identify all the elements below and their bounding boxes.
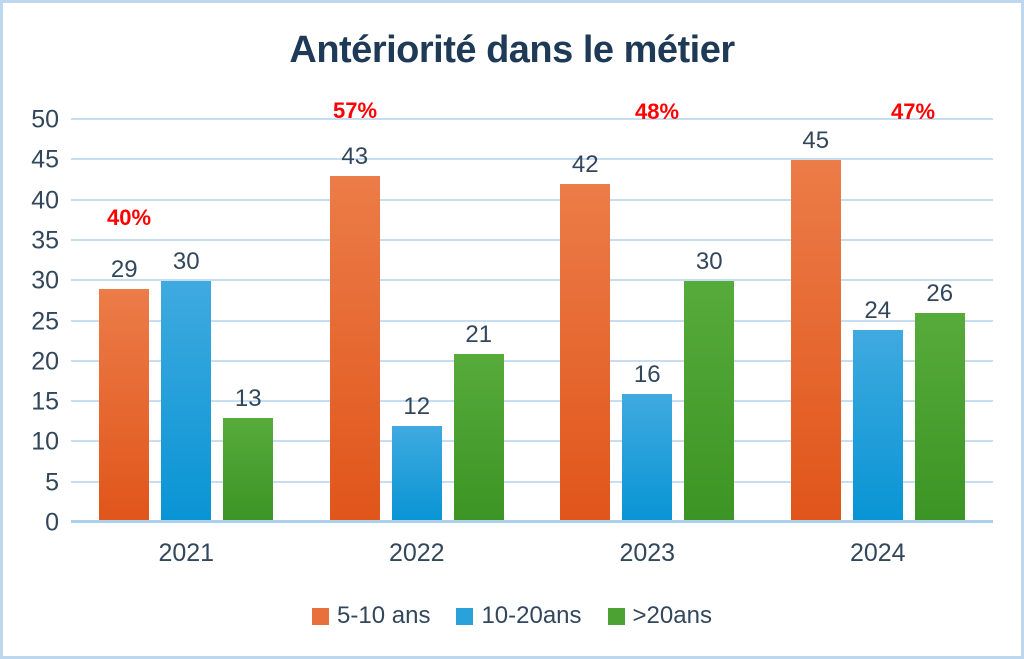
legend-label: 10-20ans [481, 602, 582, 629]
bar-wrap-20ans-2024: 26 [914, 282, 965, 523]
y-axis-tick-label: 40 [31, 186, 59, 215]
bar-group-2024: 45 24 26 [763, 120, 994, 523]
legend-marker-icon [607, 607, 625, 625]
y-axis-tick-label: 0 [45, 508, 59, 537]
x-axis-label-2022: 2022 [388, 539, 445, 567]
x-axis-label-2023: 2023 [619, 539, 676, 567]
legend-label: 5-10 ans [337, 602, 431, 629]
y-axis-tick-label: 30 [31, 266, 59, 295]
bar-20ans-2024 [914, 313, 965, 523]
gridline [71, 158, 993, 161]
bar-group-2021: 29 30 13 [71, 120, 302, 523]
bar-value-label: 26 [926, 280, 954, 308]
gridline [71, 238, 993, 241]
bar-value-label: 21 [465, 320, 493, 348]
percentage-annotation: 48% [635, 99, 680, 124]
legend-marker-icon [456, 607, 474, 625]
x-axis: 2021 2022 2023 2024 [71, 539, 993, 568]
bar-value-label: 45 [802, 127, 830, 155]
bar-10-20ans-2022 [391, 426, 442, 523]
bar-wrap-5-10-ans-2022: 43 [329, 145, 380, 523]
gridline [71, 400, 993, 403]
bar-wrap-20ans-2022: 21 [453, 322, 504, 523]
bar-value-label: 12 [403, 393, 431, 421]
bar-value-label: 16 [633, 361, 661, 389]
gridline [71, 480, 993, 483]
bar-groups-layer: 29 30 13 43 12 21 42 16 30 45 24 26 [71, 120, 993, 523]
y-axis-tick-label: 5 [45, 468, 59, 497]
x-axis-label-2024: 2024 [849, 539, 906, 567]
legend-item-5-10-ans: 5-10 ans [312, 604, 430, 628]
y-axis-tick-label: 20 [31, 347, 59, 376]
percentage-annotation: 47% [891, 99, 936, 124]
gridline [71, 359, 993, 362]
legend-marker-icon [312, 607, 330, 625]
y-axis-tick-label: 10 [31, 427, 59, 456]
bar-10-20ans-2021 [161, 281, 212, 523]
legend-label: >20ans [632, 602, 712, 629]
bar-20ans-2022 [453, 353, 504, 523]
y-axis-tick-label: 25 [31, 307, 59, 335]
y-axis-tick-label: 45 [31, 145, 59, 174]
gridline [71, 319, 993, 322]
bar-wrap-20ans-2021: 13 [223, 387, 274, 523]
gridline [71, 440, 993, 443]
gridline [71, 198, 993, 201]
bar-value-label: 13 [234, 385, 262, 413]
bar-value-label: 24 [864, 296, 892, 324]
gridline [71, 279, 993, 282]
bar-value-label: 43 [341, 143, 369, 171]
bar-10-20ans-2024 [852, 329, 903, 523]
bar-wrap-10-20ans-2023: 16 [622, 363, 673, 523]
bar-wrap-10-20ans-2021: 30 [161, 250, 212, 523]
x-axis-label-2021: 2021 [158, 539, 215, 567]
percentage-annotation: 40% [107, 205, 152, 230]
y-axis-tick-label: 50 [31, 105, 59, 134]
percentage-annotation: 57% [333, 98, 378, 123]
bar-wrap-5-10-ans-2023: 42 [560, 153, 611, 523]
bar-wrap-5-10-ans-2021: 29 [99, 258, 150, 523]
y-axis-tick-label: 35 [31, 226, 59, 255]
bar-10-20ans-2023 [622, 394, 673, 523]
legend-item-10-20ans: 10-20ans [456, 602, 582, 629]
bar-wrap-10-20ans-2024: 24 [852, 298, 903, 523]
bar-5-10-ans-2021 [99, 289, 150, 523]
bar-value-label: 29 [110, 256, 138, 284]
bar-value-label: 30 [695, 248, 723, 276]
bar-group-2023: 42 16 30 [532, 120, 763, 523]
bar-20ans-2021 [223, 418, 274, 523]
bar-wrap-10-20ans-2022: 12 [391, 395, 442, 523]
gridline [71, 118, 993, 120]
bar-5-10-ans-2022 [329, 176, 380, 523]
bar-20ans-2023 [684, 281, 735, 523]
plot-area: 29 30 13 43 12 21 42 16 30 45 24 26 [71, 118, 993, 523]
x-axis-line [71, 520, 993, 523]
bar-5-10-ans-2023 [560, 184, 611, 523]
bar-wrap-20ans-2023: 30 [684, 250, 735, 523]
y-axis-tick-label: 15 [31, 387, 59, 416]
bar-5-10-ans-2024 [790, 160, 841, 523]
bar-value-label: 30 [172, 248, 200, 276]
legend: 5-10 ans 10-20ans >20ans [3, 604, 1021, 628]
chart-title: Antériorité dans le métier [289, 29, 735, 71]
y-axis: 0 5 10 15 20 25 30 35 40 45 50 [15, 107, 59, 535]
bar-group-2022: 43 12 21 [302, 120, 533, 523]
legend-item-20ans: >20ans [607, 602, 712, 629]
bar-wrap-5-10-ans-2024: 45 [790, 129, 841, 523]
bar-value-label: 42 [571, 151, 599, 179]
